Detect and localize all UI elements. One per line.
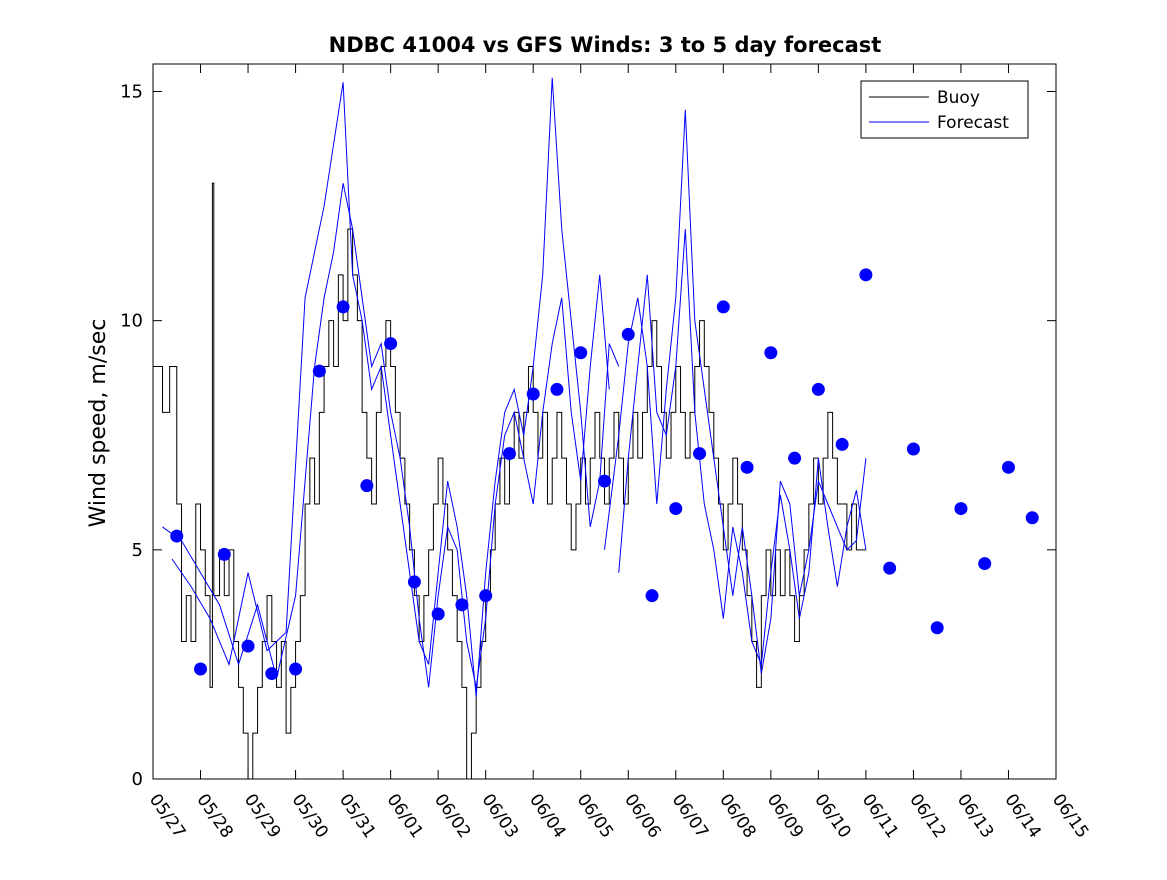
forecast-point [811,382,825,396]
forecast-point [621,327,635,341]
forecast-point [574,346,588,360]
x-tick-label: 06/09 [763,790,807,842]
forecast-point [669,502,683,516]
x-tick-label: 05/27 [145,790,189,842]
legend-label-buoy: Buoy [937,88,980,108]
forecast-point [598,474,611,488]
forecast-point [740,460,754,474]
legend-box [860,80,1029,139]
forecast-point [764,346,778,360]
forecast-point [360,479,374,493]
forecast-point [550,382,564,396]
forecast-point [194,662,208,676]
x-tick-label: 06/05 [573,790,617,842]
x-tick-label: 06/13 [953,790,997,842]
forecast-point [693,447,707,461]
x-tick-label: 06/10 [810,790,854,842]
forecast-point [906,442,920,456]
forecast-point [265,667,279,681]
forecast-point [479,589,493,603]
plot-area [153,77,1039,779]
forecast-point [407,575,421,589]
forecast-point [859,268,873,282]
forecast-point [289,662,303,676]
x-tick-label: 05/30 [287,790,331,842]
forecast-point [1025,511,1039,525]
x-tick-label: 06/07 [668,790,712,842]
forecast-series-line-3 [604,109,867,674]
x-tick-label: 06/06 [620,790,664,842]
forecast-point [217,547,231,561]
forecast-series-line-1 [162,183,610,688]
forecast-point [716,300,730,314]
y-tick-label: 0 [132,769,143,790]
forecast-point [312,364,326,378]
forecast-point [170,529,184,543]
forecast-point [336,300,350,314]
legend-label-forecast: Forecast [937,113,1009,133]
buoy-series-line [153,182,866,779]
forecast-point [241,639,255,653]
y-tick-label: 10 [120,311,143,332]
forecast-point [978,557,992,571]
x-tick-label: 06/04 [525,790,569,842]
forecast-point [526,387,540,401]
forecast-point [384,337,398,351]
y-tick-label: 5 [132,540,143,561]
forecast-point [431,607,445,621]
forecast-point [835,437,849,451]
forecast-point [455,598,469,612]
forecast-point [883,561,897,575]
forecast-point [954,502,968,516]
x-tick-label: 06/15 [1048,790,1092,842]
forecast-point [788,451,802,465]
forecast-series-line-2 [171,77,620,697]
x-tick-label: 06/11 [858,790,902,842]
forecast-point [930,621,944,635]
legend: Buoy Forecast [860,80,1029,139]
forecast-point [502,447,516,461]
y-axis: 0 5 10 15 [120,82,1056,790]
x-tick-label: 05/28 [192,790,236,842]
chart-title: NDBC 41004 vs GFS Winds: 3 to 5 day fore… [329,33,882,57]
x-tick-label: 06/03 [478,790,522,842]
x-tick-label: 06/08 [715,790,759,842]
x-tick-label: 06/14 [1000,790,1044,842]
x-tick-label: 05/31 [335,790,379,842]
x-tick-label: 05/29 [240,790,284,842]
x-tick-label: 06/12 [905,790,949,842]
x-tick-label: 06/01 [383,790,427,842]
y-tick-label: 15 [120,82,143,103]
x-tick-label: 06/02 [430,790,474,842]
forecast-series-line-4 [618,228,867,665]
forecast-point [645,589,659,603]
y-axis-label: Wind speed, m/sec [86,319,111,528]
plot-frame [152,63,1057,780]
forecast-point [1001,460,1015,474]
